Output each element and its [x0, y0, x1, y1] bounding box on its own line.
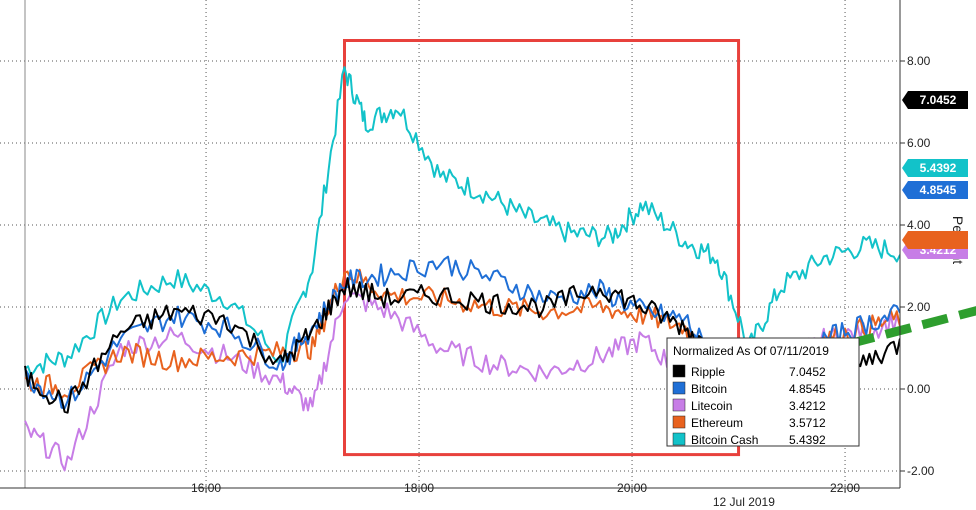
y-tick-label: 8.00 [907, 54, 931, 68]
legend-title: Normalized As Of 07/11/2019 [673, 344, 829, 358]
y-tick-label: 6.00 [907, 136, 931, 150]
y-tick-label: 2.00 [907, 300, 931, 314]
legend-entry-name: Ripple [691, 365, 725, 379]
last-value-tag-ethereum [902, 231, 968, 249]
last-value-text: 4.8545 [920, 183, 957, 197]
legend-entry-name: Bitcoin [691, 382, 727, 396]
highlight-box-layer [343, 39, 741, 457]
legend-entry-value: 5.4392 [789, 433, 826, 447]
legend-entry-value: 3.5712 [789, 416, 826, 430]
last-value-text: 7.0452 [920, 93, 957, 107]
last-value-text: 5.4392 [920, 161, 957, 175]
legend-entry-value: 4.8545 [789, 382, 826, 396]
legend-entry-name: Bitcoin Cash [691, 433, 758, 447]
y-tick-label: 0.00 [907, 382, 931, 396]
last-value-tag-bitcoin [902, 181, 968, 199]
series-line-bitcoin-cash [24, 66, 900, 377]
legend-swatch [672, 381, 686, 395]
legend-swatch [672, 398, 686, 412]
legend-swatch [672, 432, 686, 446]
y-tick-label: -2.00 [907, 464, 935, 478]
last-value-tag-ripple [902, 91, 968, 109]
legend: Normalized As Of 07/11/2019 Ripple 7.0452 B… [666, 337, 860, 447]
x-date-label: 12 Jul 2019 [713, 495, 775, 509]
highlight-box [343, 39, 741, 457]
legend-entry-value: 3.4212 [789, 399, 826, 413]
series-line-ripple [24, 277, 900, 414]
legend-entry-name: Ethereum [691, 416, 743, 430]
x-tick-label: 18:00 [404, 481, 434, 495]
grid [0, 0, 900, 488]
legend-entry-name: Litecoin [691, 399, 732, 413]
y-tick-label: 4.00 [907, 218, 931, 232]
x-tick-label: 22:00 [830, 481, 860, 495]
legend-box [666, 337, 860, 447]
legend-entry-value: 7.0452 [789, 365, 826, 379]
legend-swatch [672, 415, 686, 429]
x-tick-label: 16:00 [191, 481, 221, 495]
last-value-tag-bitcoin-cash [902, 159, 968, 177]
legend-swatch [672, 364, 686, 378]
x-tick-label: 20:00 [617, 481, 647, 495]
